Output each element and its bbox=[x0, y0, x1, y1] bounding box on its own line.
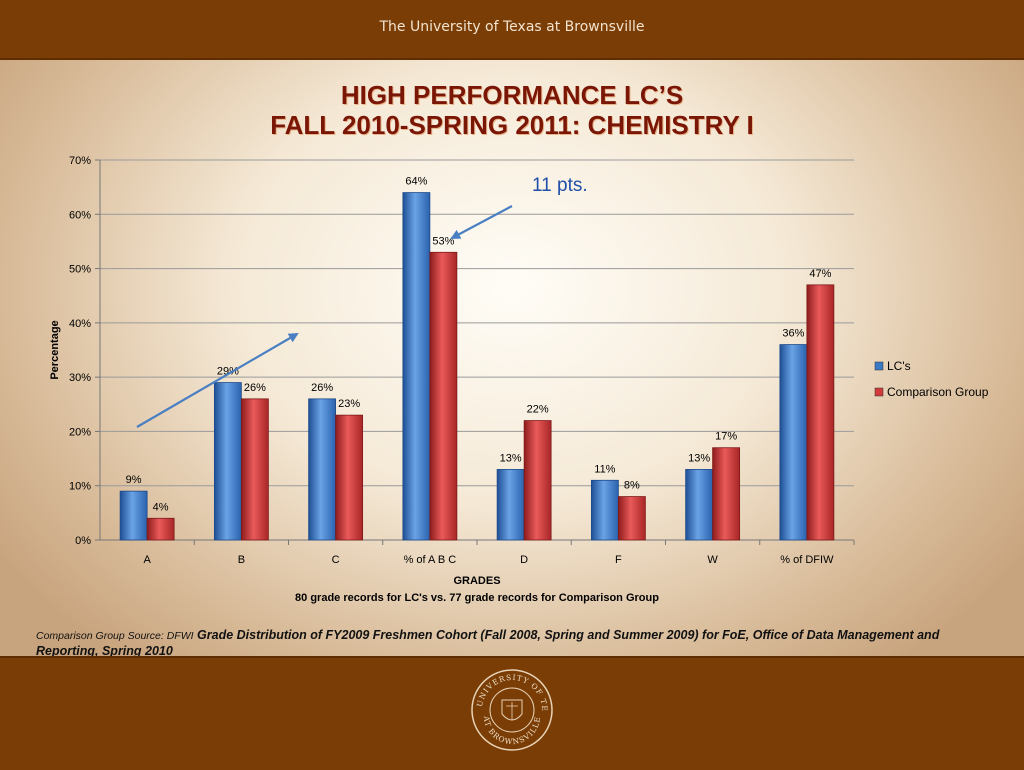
y-tick-label: 20% bbox=[69, 426, 91, 438]
y-axis-title: Percentage bbox=[49, 320, 61, 379]
svg-text:THE UNIVERSITY OF TEXAS: THE UNIVERSITY OF TEXAS bbox=[470, 668, 549, 712]
data-label: 29% bbox=[217, 366, 239, 378]
x-tick-label: B bbox=[238, 554, 245, 566]
y-tick-label: 70% bbox=[69, 155, 91, 167]
legend-label-lcs: LC's bbox=[887, 359, 911, 373]
data-label: 36% bbox=[782, 328, 804, 340]
trend-arrow bbox=[136, 332, 299, 428]
data-label: 53% bbox=[432, 235, 454, 247]
bar-chart: 0% 10% 20% 30% 40% 50% 60% 70% Percentage A 9% 4% B 2… bbox=[49, 155, 989, 604]
slide-body bbox=[0, 60, 1024, 656]
university-name: The University of Texas at Brownsville bbox=[379, 19, 645, 35]
y-tick-label: 10% bbox=[69, 481, 91, 493]
source-label: Comparison Group Source: DFWI bbox=[36, 630, 194, 642]
data-label: 26% bbox=[311, 382, 333, 394]
x-tick-label: % of DFIW bbox=[780, 554, 834, 566]
x-tick-label: D bbox=[520, 554, 528, 566]
x-tick-label: F bbox=[615, 554, 622, 566]
y-tick-label: 50% bbox=[69, 264, 91, 276]
data-label: 47% bbox=[809, 268, 831, 280]
data-label: 22% bbox=[527, 404, 549, 416]
bar-comparison bbox=[146, 517, 175, 541]
x-tick-label: C bbox=[332, 554, 340, 566]
source-note: Comparison Group Source: DFWI Grade Dist… bbox=[36, 628, 976, 659]
bar-comparison bbox=[429, 251, 458, 541]
bar-comparison bbox=[617, 496, 646, 541]
x-tick-label: W bbox=[707, 554, 718, 566]
slide-title-line1: HIGH PERFORMANCE LC’S bbox=[340, 80, 684, 110]
bar-lcs bbox=[496, 469, 525, 541]
y-tick-label: 0% bbox=[75, 535, 91, 547]
header-band: The University of Texas at Brownsville bbox=[0, 0, 1024, 60]
y-tick-label: 40% bbox=[69, 318, 91, 330]
data-label: 13% bbox=[688, 452, 710, 464]
bar-lcs bbox=[119, 490, 148, 541]
bar-lcs bbox=[590, 479, 619, 541]
data-label: 64% bbox=[405, 176, 427, 188]
x-tick-label: A bbox=[143, 554, 151, 566]
bar-lcs bbox=[308, 398, 337, 541]
bar-comparison bbox=[806, 284, 835, 541]
slide-title-line2: FALL 2010-SPRING 2011: CHEMISTRY I bbox=[270, 110, 754, 140]
y-tick-label: 30% bbox=[69, 372, 91, 384]
gap-arrow bbox=[450, 205, 513, 239]
legend-swatch-lcs bbox=[874, 361, 884, 371]
bar-comparison bbox=[712, 447, 741, 541]
data-label: 11% bbox=[594, 463, 615, 475]
data-label: 4% bbox=[153, 501, 169, 513]
data-label: 23% bbox=[338, 398, 360, 410]
y-tick-label: 60% bbox=[69, 209, 91, 221]
x-tick-label: % of A B C bbox=[404, 554, 457, 566]
bar-lcs bbox=[402, 192, 431, 541]
bar-comparison bbox=[335, 414, 364, 541]
bar-lcs bbox=[779, 344, 808, 541]
data-label: 9% bbox=[126, 474, 142, 486]
chart-subtitle: 80 grade records for LC's vs. 77 grade r… bbox=[295, 592, 659, 604]
bar-comparison bbox=[523, 420, 552, 541]
data-label: 13% bbox=[500, 452, 522, 464]
bar-comparison bbox=[240, 398, 269, 541]
legend-label-comparison: Comparison Group bbox=[887, 385, 989, 399]
gap-annotation: 11 pts. bbox=[532, 175, 588, 196]
university-seal-logo: THE UNIVERSITY OF TEXAS AT BROWNSVILLE bbox=[470, 668, 553, 751]
bar-lcs bbox=[213, 382, 242, 541]
data-label: 26% bbox=[244, 382, 266, 394]
bar-lcs bbox=[685, 469, 714, 541]
source-text: Grade Distribution of FY2009 Freshmen Co… bbox=[36, 628, 940, 658]
data-label: 8% bbox=[624, 480, 640, 492]
x-axis-title: GRADES bbox=[453, 575, 500, 587]
legend-swatch-comparison bbox=[874, 387, 884, 397]
data-label: 17% bbox=[715, 431, 737, 443]
seal-top-text: THE UNIVERSITY OF TEXAS bbox=[470, 668, 548, 712]
